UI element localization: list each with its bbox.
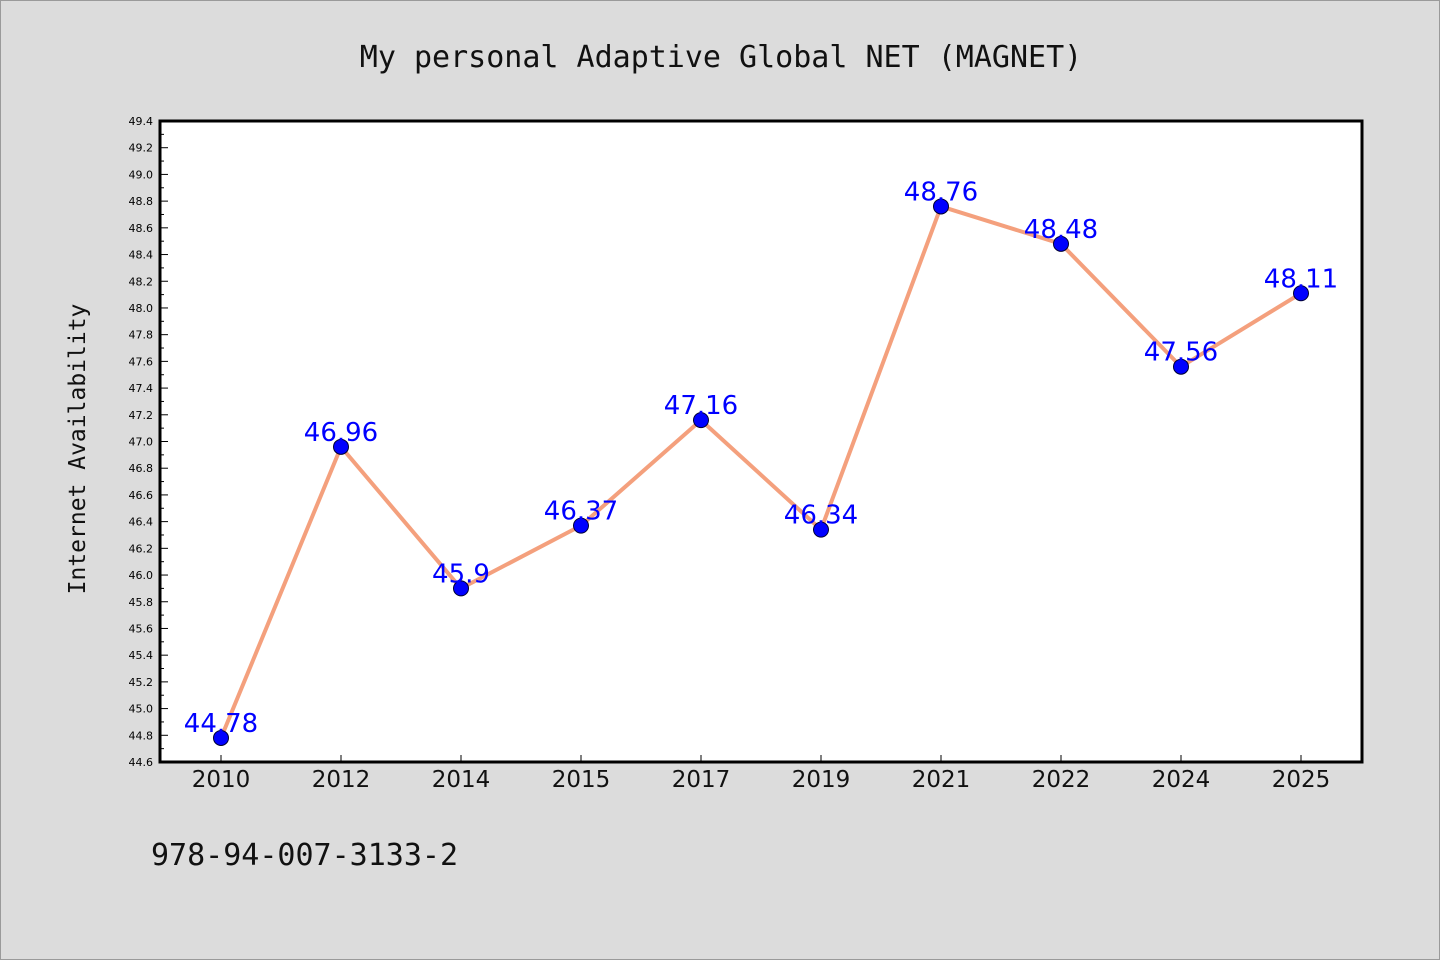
y-tick-label: 48.2 <box>129 275 154 288</box>
y-tick-label: 47.4 <box>129 382 154 395</box>
series-line-group <box>219 204 1303 740</box>
y-tick-label: 47.8 <box>129 329 154 342</box>
y-axis: 44.6 44.8 45.0 45.2 45.4 45.6 45.8 46.0 46.2 46.4… <box>129 115 168 769</box>
y-tick-label: 47.2 <box>129 409 154 422</box>
plot-area <box>158 119 1364 764</box>
x-tick-label: 2022 <box>1032 767 1091 793</box>
y-tick-label: 48.0 <box>129 302 154 315</box>
y-tick-label: 45.2 <box>129 676 154 689</box>
series-line <box>219 204 1303 740</box>
y-tick-label: 49.4 <box>129 115 154 128</box>
data-label: 45.9 <box>432 559 490 589</box>
data-label: 48.76 <box>904 177 978 207</box>
data-label: 47.16 <box>664 391 738 421</box>
data-label: 46.37 <box>544 497 618 527</box>
data-point-marker <box>1293 285 1309 302</box>
x-tick-label: 2019 <box>792 767 851 793</box>
isbn-footnote: 978-94-007-3133-2 <box>151 838 458 873</box>
x-tick-label: 2015 <box>552 767 611 793</box>
y-tick-label: 45.4 <box>129 649 154 662</box>
x-tick-label: 2025 <box>1272 767 1331 793</box>
data-label: 48.48 <box>1024 215 1098 245</box>
y-tick-label: 44.6 <box>129 756 154 769</box>
y-tick-label: 45.6 <box>129 622 154 635</box>
data-point-marker <box>213 729 229 746</box>
y-tick-label: 44.8 <box>129 729 154 742</box>
data-label: 47.56 <box>1144 338 1218 368</box>
x-tick-label: 2017 <box>672 767 731 793</box>
y-tick-label: 47.6 <box>129 355 154 368</box>
markers-group <box>213 198 1309 746</box>
data-labels-group: 44.78 46.96 45.9 46.37 47.16 46.34 48.76 48.48 4… <box>184 177 1338 738</box>
y-tick-label: 46.8 <box>129 462 154 475</box>
y-tick-label: 45.8 <box>129 596 154 609</box>
data-point-marker <box>813 521 829 538</box>
y-tick-label: 47.0 <box>129 436 154 449</box>
y-tick-label: 48.6 <box>129 222 154 235</box>
y-tick-label: 46.2 <box>129 542 154 555</box>
data-label: 44.78 <box>184 709 258 739</box>
x-tick-label: 2014 <box>432 767 491 793</box>
x-tick-label: 2021 <box>912 767 971 793</box>
data-label: 46.96 <box>304 418 378 448</box>
y-tick-label: 46.0 <box>129 569 154 582</box>
x-tick-label: 2024 <box>1152 767 1211 793</box>
data-point-marker <box>1173 358 1189 375</box>
y-tick-label: 48.8 <box>129 195 154 208</box>
y-tick-label: 49.0 <box>129 168 154 181</box>
data-point-marker <box>693 412 709 429</box>
data-point-marker <box>453 580 469 597</box>
x-axis: 2010 2012 2014 2015 2017 2019 2021 2022 2024 2025 <box>192 755 1331 793</box>
y-axis-title: Internet Availability <box>65 304 91 595</box>
y-tick-label: 46.4 <box>129 516 154 529</box>
chart-title: My personal Adaptive Global NET (MAGNET) <box>360 40 1082 75</box>
x-tick-label: 2012 <box>312 767 371 793</box>
x-tick-label: 2010 <box>192 767 251 793</box>
y-tick-label: 45.0 <box>129 703 154 716</box>
data-point-marker <box>933 198 949 215</box>
data-point-marker <box>333 438 349 455</box>
data-point-marker <box>1053 235 1069 252</box>
data-label: 48.11 <box>1264 264 1338 294</box>
data-point-marker <box>573 517 589 534</box>
y-tick-label: 49.2 <box>129 142 154 155</box>
data-label: 46.34 <box>784 501 858 531</box>
y-tick-label: 48.4 <box>129 249 154 262</box>
y-tick-label: 46.6 <box>129 489 154 502</box>
